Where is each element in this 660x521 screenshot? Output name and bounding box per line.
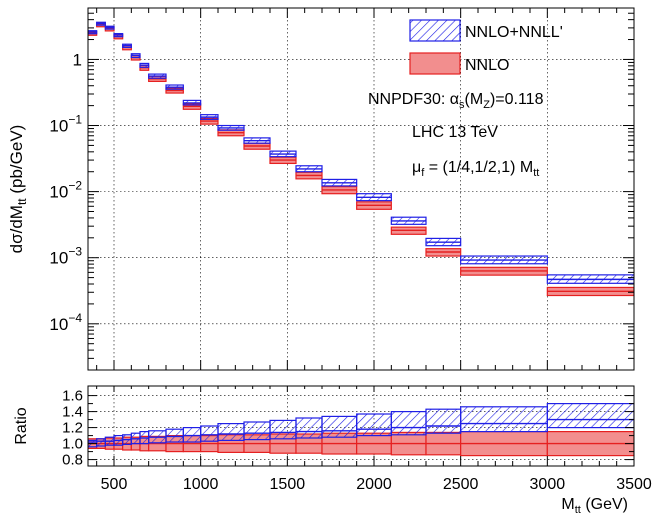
main-frame	[87, 7, 635, 371]
ratio-nnlo-nnll-band	[546, 403, 634, 429]
main-y-tick-label: 1	[73, 50, 82, 69]
x-tick-label: 3000	[530, 476, 566, 493]
ratio-x-ticks: 500 1000 1500 2000 2500 3000 3500	[96, 386, 652, 493]
x-tick-label: 3500	[616, 476, 652, 493]
main-y-tick-label: 10−2	[49, 179, 82, 202]
ratio-frame	[87, 385, 635, 467]
legend-swatch-hatched	[409, 19, 461, 42]
ratio-panel: 0.81.01.21.41.6 500 1000 1500 2000 2500 3000 3…	[13, 385, 652, 516]
legend: NNLO+NNLL' NNLO	[409, 19, 563, 75]
ratio-nnlo-nnll-band	[356, 413, 392, 437]
x-tick-label: 2000	[356, 476, 392, 493]
main-marks	[88, 21, 634, 297]
ratio-nnlo-nnll-band	[295, 417, 323, 439]
main-plot-background	[88, 8, 634, 370]
main-grid	[88, 8, 634, 370]
ratio-nnlo-nnll-band	[165, 428, 184, 443]
main-y-ticks: 1 10−1 10−2 10−3 10−4	[49, 7, 634, 371]
x-tick-label: 1500	[270, 476, 306, 493]
x-tick-label: 1000	[183, 476, 219, 493]
legend-entry-nnlo: NNLO	[409, 52, 509, 75]
x-tick-label: 2500	[443, 476, 479, 493]
ratio-nnlo-nnll-band	[217, 423, 245, 442]
legend-entry-nnlo-nnll: NNLO+NNLL'	[409, 19, 563, 42]
ratio-y-tick-label: 0.8	[62, 452, 83, 469]
ratio-ylabel: Ratio	[13, 407, 30, 444]
ratio-nnlo-nnll-band	[425, 408, 462, 434]
main-y-tick-label: 10−3	[49, 245, 82, 268]
main-ylabel: dσ/dMtt (pb/GeV)	[7, 125, 29, 254]
ratio-y-tick-label: 1.2	[62, 420, 83, 437]
x-axis-label: Mtt (GeV)	[561, 496, 628, 516]
ratio-y-tick-label: 1.0	[62, 436, 83, 453]
ratio-y-tick-label: 1.4	[62, 404, 83, 421]
x-tick-label: 500	[101, 476, 128, 493]
ratio-marks	[88, 403, 634, 457]
ratio-nnlo-nnll-band	[390, 411, 427, 436]
pdf-annotation: NNPDF30: αs(MZ)=0.118	[368, 91, 544, 111]
ratio-nnlo-nnll-band	[243, 421, 271, 441]
ratio-nnlo-nnll-band	[200, 425, 219, 442]
legend-swatch-filled	[409, 52, 461, 75]
ratio-nnlo-nnll-band	[460, 406, 548, 433]
main-panel: 1 10−1 10−2 10−3 10−4 dσ/dMtt (pb/GeV) NNLO+…	[7, 7, 635, 371]
main-y-tick-label: 10−4	[49, 311, 82, 334]
ratio-nnlo-nnll-band	[182, 427, 202, 443]
scale-annotation: μf = (1/4,1/2,1) Mtt	[412, 159, 539, 179]
ratio-nnlo-nnll-band	[96, 438, 106, 447]
legend-label-nnlo-nnll: NNLO+NNLL'	[465, 24, 563, 41]
ratio-nnlo-nnll-band	[321, 415, 358, 438]
main-y-tick-label: 10−1	[49, 113, 82, 136]
legend-label-nnlo: NNLO	[465, 57, 509, 74]
collider-annotation: LHC 13 TeV	[412, 124, 498, 141]
main-x-ticks	[96, 8, 635, 370]
ratio-nnlo-nnll-band	[269, 419, 297, 440]
ratio-y-tick-label: 1.6	[62, 388, 83, 405]
ratio-y-ticks: 0.81.01.21.41.6	[62, 388, 634, 469]
